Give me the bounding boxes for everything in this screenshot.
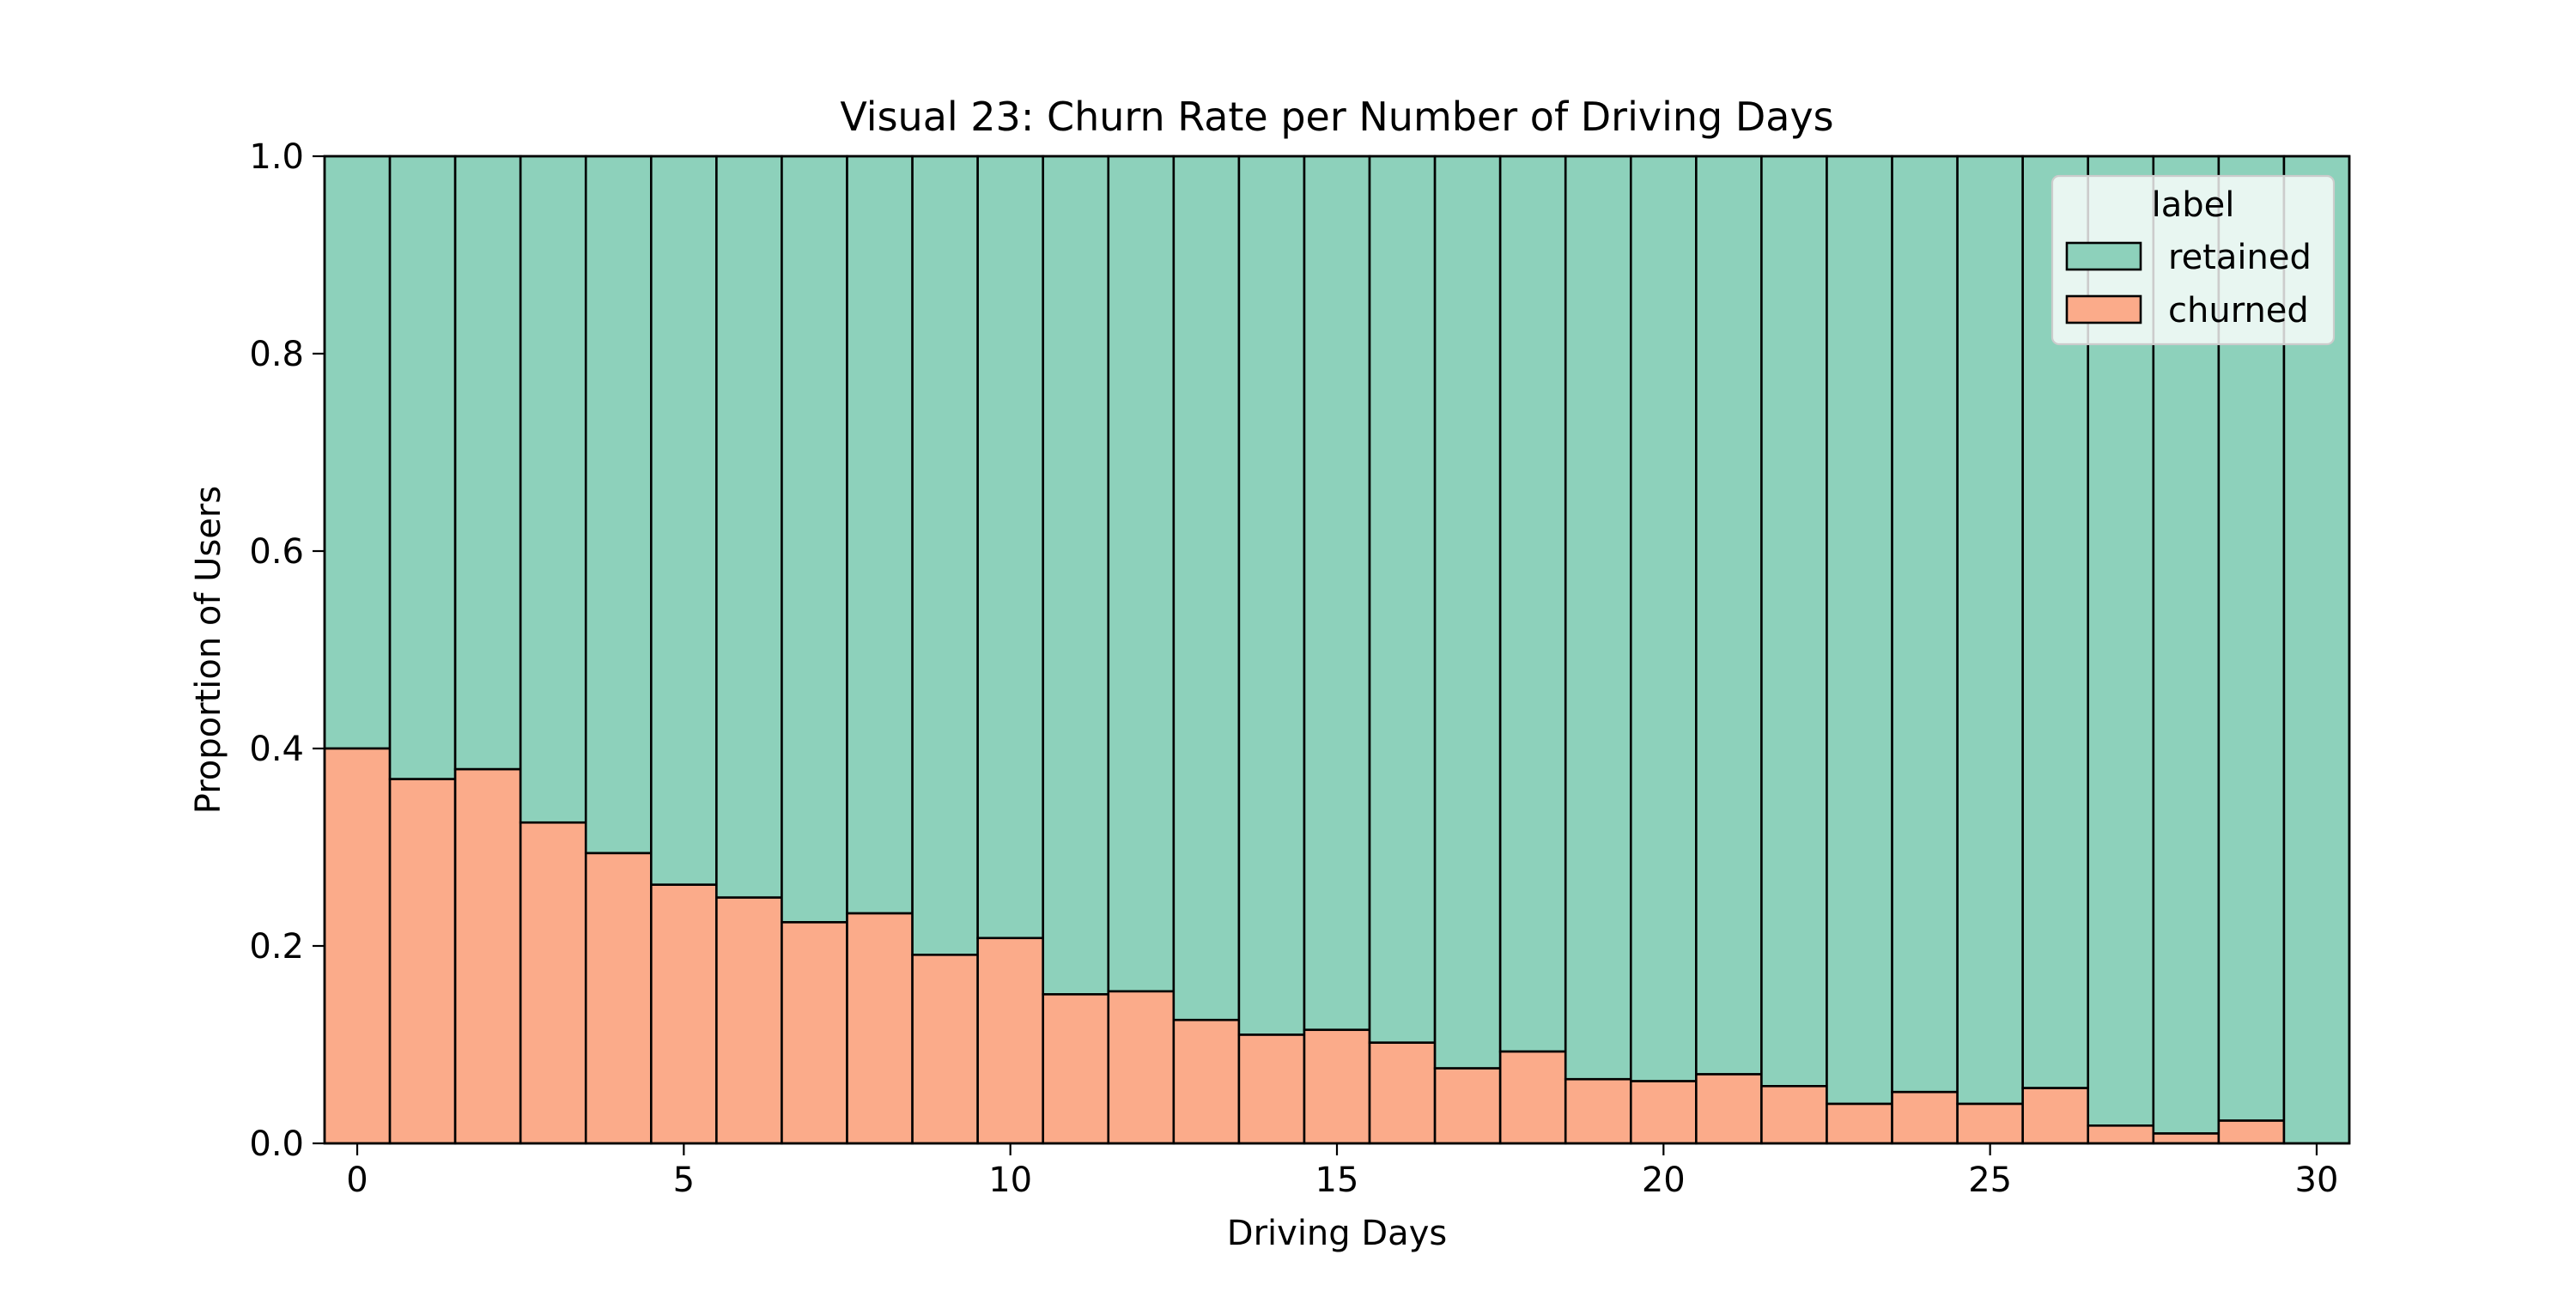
y-tick-label: 0.0 — [249, 1124, 304, 1164]
legend-swatch-churned — [2065, 294, 2142, 324]
bar-retained — [519, 155, 587, 824]
bar-churned — [1433, 1067, 1502, 1145]
bar-retained — [1303, 155, 1371, 1032]
legend-label-retained: retained — [2168, 238, 2312, 277]
bar-churned — [323, 747, 392, 1145]
bar-retained — [1695, 155, 1763, 1076]
bar-retained — [1433, 155, 1502, 1070]
bar-churned — [453, 767, 522, 1145]
bar-retained — [1760, 155, 1828, 1088]
bar-churned — [1956, 1102, 2024, 1145]
bar-retained — [1564, 155, 1632, 1081]
legend-label-churned: churned — [2168, 291, 2309, 330]
y-tick-label: 0.6 — [249, 532, 304, 572]
bar-retained — [1629, 155, 1698, 1082]
bar-retained — [715, 155, 783, 899]
x-tick-label: 15 — [1315, 1161, 1359, 1200]
plot-frame — [323, 155, 2351, 1145]
y-tick-label: 1.0 — [249, 137, 304, 177]
bar-retained — [1956, 155, 2024, 1106]
y-tick-label: 0.4 — [249, 730, 304, 769]
bar-churned — [1695, 1073, 1763, 1145]
bar-churned — [1368, 1041, 1437, 1145]
bar-churned — [781, 921, 848, 1145]
bar-retained — [1042, 155, 1110, 996]
legend: label retained churned — [2050, 174, 2336, 346]
bar-retained — [584, 155, 653, 855]
bar-retained — [1107, 155, 1176, 993]
bar-churned — [1629, 1080, 1698, 1145]
x-tick-label: 10 — [988, 1161, 1032, 1200]
bar-churned — [715, 896, 783, 1145]
legend-title: label — [2152, 185, 2235, 225]
bar-churned — [2152, 1132, 2221, 1145]
bar-retained — [846, 155, 914, 915]
legend-swatch-retained — [2065, 241, 2142, 271]
x-tick-label: 5 — [673, 1161, 695, 1200]
bar-retained — [1498, 155, 1567, 1053]
bar-retained — [911, 155, 979, 956]
y-axis-label: Proportion of Users — [189, 486, 228, 814]
bars-layer — [323, 155, 2351, 1145]
x-axis-label: Driving Days — [1227, 1214, 1447, 1253]
bar-churned — [2217, 1119, 2286, 1145]
bar-churned — [1826, 1102, 1893, 1145]
x-tick-label: 20 — [1642, 1161, 1686, 1200]
bar-churned — [911, 954, 979, 1145]
bar-churned — [1107, 990, 1176, 1145]
bar-retained — [1237, 155, 1306, 1036]
bar-retained — [1891, 155, 1959, 1094]
bar-churned — [584, 852, 653, 1145]
bar-churned — [1891, 1090, 1959, 1145]
bar-churned — [1237, 1033, 1306, 1145]
bar-churned — [1498, 1050, 1567, 1145]
y-tick-label: 0.2 — [249, 927, 304, 967]
x-tick-label: 25 — [1968, 1161, 2012, 1200]
y-tick-label: 0.8 — [249, 335, 304, 374]
bar-retained — [1826, 155, 1893, 1106]
bar-churned — [1172, 1018, 1241, 1145]
bar-retained — [650, 155, 718, 887]
bar-retained — [781, 155, 848, 924]
bar-churned — [1564, 1077, 1632, 1145]
bar-churned — [2021, 1087, 2090, 1145]
bar-churned — [846, 912, 914, 1145]
bar-retained — [1368, 155, 1437, 1044]
bar-churned — [650, 883, 718, 1145]
bar-retained — [453, 155, 522, 771]
x-tick-label: 30 — [2295, 1161, 2339, 1200]
bar-churned — [1760, 1085, 1828, 1145]
chart-title: Visual 23: Churn Rate per Number of Driv… — [840, 94, 1833, 140]
bar-retained — [1172, 155, 1241, 1021]
bar-churned — [519, 821, 587, 1145]
bar-churned — [388, 778, 457, 1145]
bar-retained — [323, 155, 392, 750]
bar-churned — [2087, 1124, 2155, 1145]
bar-churned — [1042, 993, 1110, 1145]
bar-retained — [388, 155, 457, 780]
bar-retained — [976, 155, 1045, 940]
ticks-layer: 0 5 10 15 20 25 30 0.0 0.2 0.4 0.6 0.8 1.0 — [249, 137, 2338, 1200]
x-tick-label: 0 — [346, 1161, 368, 1200]
bar-churned — [1303, 1028, 1371, 1145]
bar-churned — [976, 936, 1045, 1145]
